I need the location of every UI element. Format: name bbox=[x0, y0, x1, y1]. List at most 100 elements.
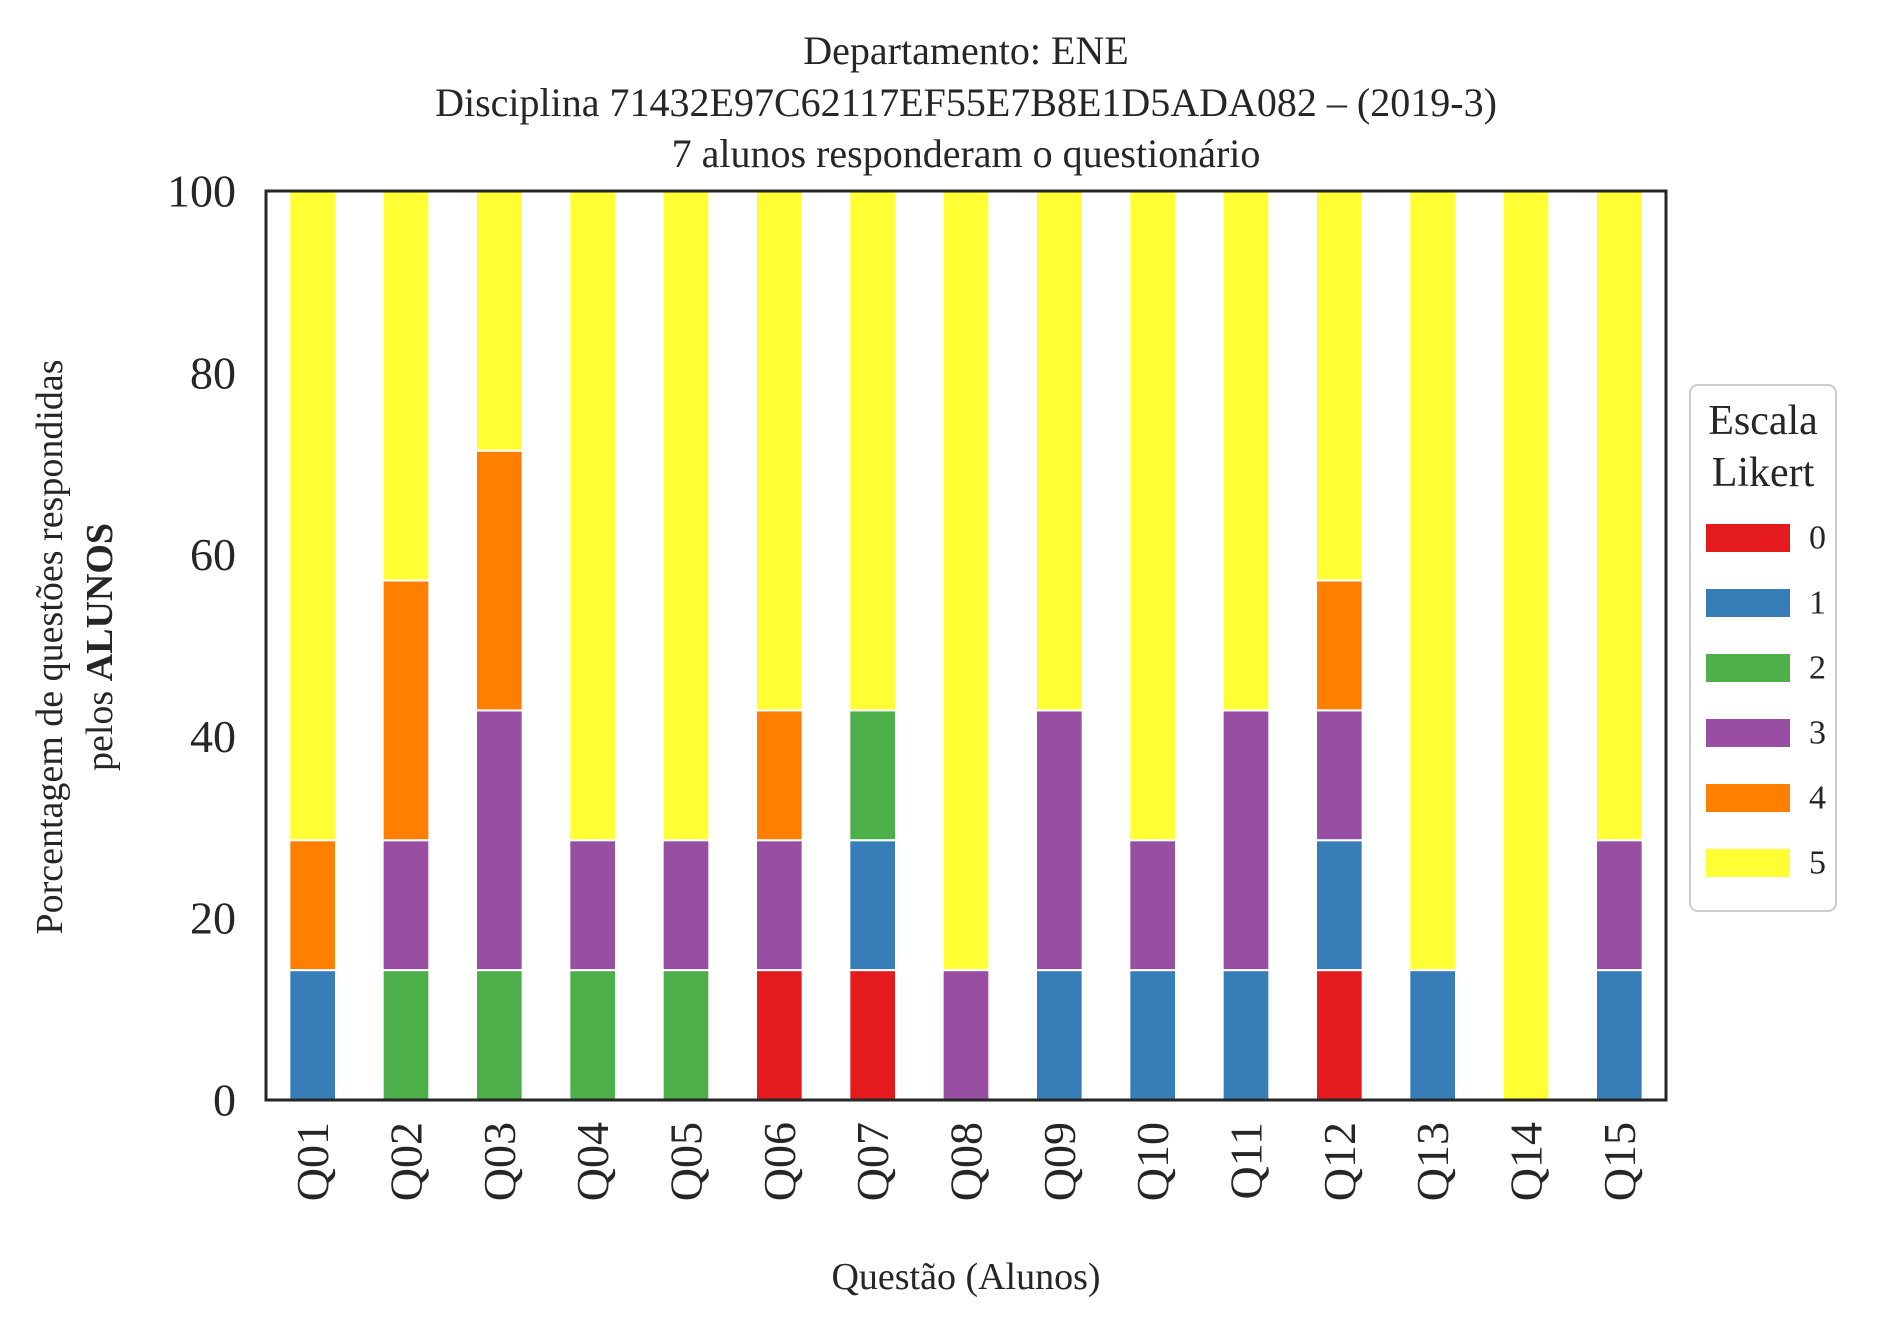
x-tick-label-q10: Q10 bbox=[1127, 1122, 1178, 1201]
bar-q05-likert-3 bbox=[661, 839, 711, 972]
x-tick-label-q04: Q04 bbox=[567, 1122, 618, 1201]
plot-frame bbox=[264, 189, 1668, 1102]
legend-label-5: 5 bbox=[1809, 845, 1826, 882]
legend-swatch-1 bbox=[1706, 589, 1790, 617]
y-tick-label-0: 0 bbox=[213, 1075, 236, 1126]
bar-q13-likert-5 bbox=[1408, 190, 1458, 972]
bar-q09-likert-1 bbox=[1035, 969, 1084, 1101]
y-axis-label-bold: ALUNOS bbox=[79, 523, 121, 681]
x-tick-label-q01: Q01 bbox=[287, 1122, 338, 1201]
legend-title-line-2: Likert bbox=[1712, 450, 1815, 496]
bar-q03-likert-2 bbox=[475, 969, 524, 1101]
bar-q11-likert-3 bbox=[1221, 709, 1271, 972]
bar-q06-likert-5 bbox=[755, 189, 804, 712]
x-tick-label-q03: Q03 bbox=[474, 1122, 525, 1201]
x-tick-label-q06: Q06 bbox=[754, 1122, 805, 1201]
bar-q07-likert-1 bbox=[848, 839, 897, 972]
bar-q13-likert-1 bbox=[1408, 969, 1458, 1101]
legend: Escala Likert 0 1 2 3 4 5 bbox=[1689, 384, 1837, 912]
y-tick-label-80: 80 bbox=[190, 347, 236, 398]
bar-q11-likert-1 bbox=[1221, 969, 1271, 1101]
bar-q12-likert-0 bbox=[1315, 969, 1364, 1101]
bar-q02-likert-2 bbox=[381, 969, 431, 1101]
x-tick-label-q05: Q05 bbox=[661, 1122, 712, 1201]
bar-q15-likert-5 bbox=[1595, 189, 1644, 842]
bar-q04-likert-3 bbox=[568, 839, 617, 972]
bar-q03-likert-5 bbox=[475, 190, 524, 452]
bar-q02-likert-4 bbox=[381, 579, 431, 842]
bar-q10-likert-5 bbox=[1128, 189, 1178, 842]
bar-q07-likert-5 bbox=[848, 189, 897, 712]
bar-q01-likert-1 bbox=[288, 969, 338, 1101]
x-tick-label-q13: Q13 bbox=[1407, 1122, 1458, 1201]
x-tick-label-q14: Q14 bbox=[1501, 1122, 1552, 1201]
y-axis-label-prefix: pelos bbox=[79, 681, 121, 771]
bar-q11-likert-5 bbox=[1221, 190, 1271, 712]
bar-q04-likert-2 bbox=[568, 969, 617, 1101]
bar-q06-likert-0 bbox=[755, 969, 804, 1101]
bar-q09-likert-5 bbox=[1035, 190, 1084, 712]
x-tick-label-q09: Q09 bbox=[1034, 1122, 1085, 1201]
bar-q05-likert-5 bbox=[661, 189, 711, 842]
bar-q12-likert-4 bbox=[1315, 579, 1364, 712]
x-tick-label-q07: Q07 bbox=[847, 1122, 898, 1201]
legend-swatch-2 bbox=[1706, 654, 1790, 682]
bar-q01-likert-4 bbox=[288, 839, 338, 972]
legend-swatch-0 bbox=[1706, 524, 1790, 552]
title-line-2: Disciplina 71432E97C62117EF55E7B8E1D5ADA… bbox=[435, 80, 1497, 125]
x-axis-label: Questão (Alunos) bbox=[831, 1256, 1100, 1298]
bar-q02-likert-3 bbox=[381, 839, 431, 972]
chart-title: Departamento: ENE Disciplina 71432E97C62… bbox=[435, 28, 1497, 176]
y-tick-label-20: 20 bbox=[190, 893, 236, 944]
legend-box bbox=[1689, 384, 1837, 912]
legend-label-4: 4 bbox=[1809, 780, 1826, 817]
bar-q12-likert-5 bbox=[1315, 189, 1364, 582]
bar-q12-likert-1 bbox=[1315, 839, 1364, 972]
x-tick-label-q12: Q12 bbox=[1314, 1122, 1365, 1201]
bar-q03-likert-4 bbox=[475, 449, 524, 712]
legend-label-3: 3 bbox=[1809, 715, 1826, 752]
bar-q06-likert-3 bbox=[755, 839, 804, 972]
legend-label-1: 1 bbox=[1809, 585, 1826, 622]
bar-q15-likert-3 bbox=[1595, 839, 1644, 972]
legend-label-0: 0 bbox=[1809, 520, 1826, 557]
bar-q09-likert-3 bbox=[1035, 709, 1084, 972]
y-axis-label-line-2: pelos ALUNOS bbox=[79, 523, 121, 771]
bar-q07-likert-2 bbox=[848, 709, 897, 842]
legend-swatch-4 bbox=[1706, 784, 1790, 812]
title-line-3: 7 alunos responderam o questionário bbox=[672, 131, 1261, 176]
y-tick-label-100: 100 bbox=[167, 166, 236, 217]
bar-q07-likert-0 bbox=[848, 969, 897, 1101]
y-ticks: 0 20 40 60 80 100 bbox=[167, 166, 236, 1126]
bar-q02-likert-5 bbox=[381, 189, 431, 582]
bar-q10-likert-3 bbox=[1128, 839, 1178, 972]
bar-q15-likert-1 bbox=[1595, 969, 1644, 1101]
title-line-1: Departamento: ENE bbox=[803, 28, 1128, 73]
bar-q03-likert-3 bbox=[475, 709, 524, 972]
bar-q06-likert-4 bbox=[755, 709, 804, 842]
bar-q12-likert-3 bbox=[1315, 709, 1364, 842]
legend-swatch-3 bbox=[1706, 719, 1790, 747]
bar-q01-likert-5 bbox=[288, 189, 338, 842]
bar-q04-likert-5 bbox=[568, 189, 617, 842]
legend-swatch-5 bbox=[1706, 849, 1790, 877]
x-tick-label-q08: Q08 bbox=[941, 1122, 992, 1201]
y-axis-label-line-1: Porcentagem de questões respondidas bbox=[29, 359, 71, 934]
legend-label-2: 2 bbox=[1809, 650, 1826, 687]
y-tick-label-60: 60 bbox=[190, 529, 236, 580]
y-tick-label-40: 40 bbox=[190, 711, 236, 762]
bar-q08-likert-3 bbox=[941, 969, 991, 1101]
bar-q10-likert-1 bbox=[1128, 969, 1178, 1101]
legend-title-line-1: Escala bbox=[1708, 398, 1818, 444]
y-axis-label: Porcentagem de questões respondidas pelo… bbox=[29, 359, 121, 934]
x-tick-label-q15: Q15 bbox=[1594, 1122, 1645, 1201]
bar-q08-likert-5 bbox=[941, 190, 991, 972]
x-tick-label-q02: Q02 bbox=[381, 1122, 432, 1201]
bar-q14-likert-5 bbox=[1501, 190, 1551, 1101]
x-ticks: Q01 Q02 Q03 Q04 Q05 Q06 Q07 Q08 Q09 Q10 Q11 Q12 Q13 Q… bbox=[287, 1122, 1645, 1201]
x-tick-label-q11: Q11 bbox=[1221, 1122, 1272, 1200]
bar-q05-likert-2 bbox=[661, 969, 711, 1101]
legend-items: 0 1 2 3 4 5 bbox=[1706, 520, 1826, 882]
bars-group bbox=[288, 189, 1644, 1101]
